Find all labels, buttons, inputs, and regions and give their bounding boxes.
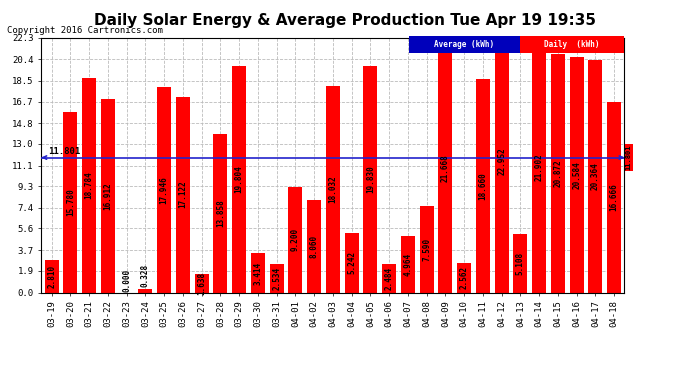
Text: 19.830: 19.830 (366, 165, 375, 193)
Text: 16.666: 16.666 (610, 183, 619, 211)
Bar (139, 289, 152, 292)
Bar (195, 274, 208, 292)
Text: 17.946: 17.946 (159, 176, 168, 204)
Text: 11.801: 11.801 (626, 145, 632, 170)
Text: 20.872: 20.872 (553, 159, 562, 187)
Bar (570, 57, 584, 292)
Text: 19.804: 19.804 (235, 165, 244, 193)
Bar (364, 66, 377, 292)
Text: 5.242: 5.242 (347, 251, 356, 274)
Bar (176, 97, 190, 292)
Bar (420, 206, 434, 292)
Bar (401, 236, 415, 292)
Text: 18.660: 18.660 (478, 172, 487, 200)
Bar (251, 254, 265, 292)
Text: 21.902: 21.902 (535, 153, 544, 181)
Bar (326, 86, 340, 292)
Bar (157, 87, 171, 292)
Bar (344, 232, 359, 292)
Text: 5.108: 5.108 (516, 252, 525, 275)
Bar (213, 134, 228, 292)
Bar (513, 234, 527, 292)
Text: 4.964: 4.964 (404, 252, 413, 276)
Bar (45, 260, 59, 292)
Text: 0.328: 0.328 (141, 264, 150, 287)
Text: 3.414: 3.414 (253, 261, 262, 285)
Text: 18.032: 18.032 (328, 176, 337, 203)
Bar (495, 30, 509, 292)
Text: 18.784: 18.784 (85, 171, 94, 199)
Text: Daily Solar Energy & Average Production Tue Apr 19 19:35: Daily Solar Energy & Average Production … (94, 13, 596, 28)
Bar (288, 187, 302, 292)
Text: 2.810: 2.810 (47, 265, 56, 288)
Bar (270, 264, 284, 292)
Text: 20.364: 20.364 (591, 162, 600, 190)
Bar (589, 60, 602, 292)
Bar (101, 99, 115, 292)
Bar (382, 264, 396, 292)
Bar (63, 112, 77, 292)
Text: 7.590: 7.590 (422, 237, 431, 261)
Bar (82, 78, 96, 292)
Text: 20.584: 20.584 (572, 161, 581, 189)
Text: 2.562: 2.562 (460, 266, 469, 290)
Bar (232, 66, 246, 292)
Bar (438, 45, 453, 292)
Text: 16.912: 16.912 (104, 182, 112, 210)
Text: 15.780: 15.780 (66, 188, 75, 216)
Text: 8.060: 8.060 (310, 235, 319, 258)
Text: 0.000: 0.000 (122, 268, 131, 292)
Text: 2.484: 2.484 (384, 267, 394, 290)
Text: 9.200: 9.200 (291, 228, 300, 252)
Text: Copyright 2016 Cartronics.com: Copyright 2016 Cartronics.com (7, 26, 163, 35)
Bar (307, 200, 322, 292)
Bar (476, 79, 490, 292)
Text: 1.638: 1.638 (197, 272, 206, 295)
Bar (607, 102, 621, 292)
Bar (457, 263, 471, 292)
Text: 2.534: 2.534 (272, 267, 282, 290)
Text: 11.801: 11.801 (48, 147, 80, 156)
Text: 22.952: 22.952 (497, 147, 506, 175)
Text: 13.858: 13.858 (216, 200, 225, 227)
Bar (532, 42, 546, 292)
Bar (551, 54, 565, 292)
Text: 21.668: 21.668 (441, 155, 450, 183)
Text: 17.122: 17.122 (179, 181, 188, 209)
